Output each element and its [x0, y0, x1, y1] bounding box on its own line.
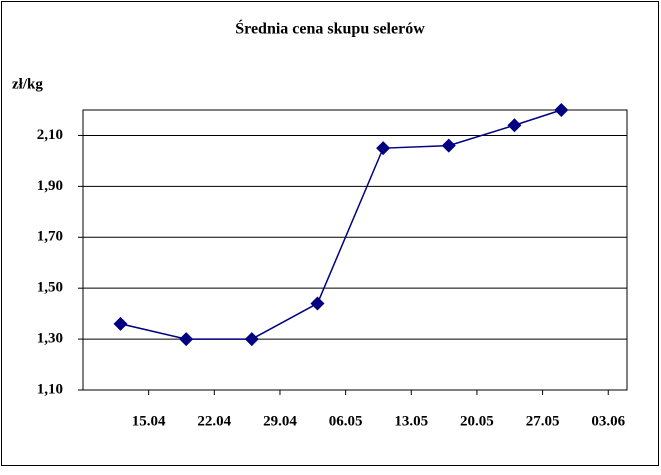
x-tick-label: 29.04: [263, 413, 297, 429]
y-tick-label: 1,90: [37, 178, 63, 194]
point-marker: [244, 332, 259, 347]
point-marker: [507, 118, 522, 133]
x-tick-label: 03.06: [591, 413, 625, 429]
x-tick-label: 13.05: [394, 413, 428, 429]
point-marker: [179, 332, 194, 347]
series-line: [120, 109, 562, 340]
point-marker: [113, 316, 128, 331]
point-marker: [441, 138, 456, 153]
y-tick-label: 1,70: [37, 229, 63, 245]
y-tick-label: 1,10: [37, 381, 63, 397]
x-tick-label: 06.05: [329, 413, 363, 429]
y-tick-label: 1,50: [37, 280, 63, 296]
y-tick-label: 2,10: [37, 127, 63, 143]
point-marker: [310, 296, 325, 311]
x-tick-label: 27.05: [526, 413, 560, 429]
x-tick-label: 22.04: [197, 413, 231, 429]
y-tick-label: 1,30: [37, 331, 63, 347]
y-axis-label: zł/kg: [12, 76, 43, 92]
x-tick-label: 15.04: [132, 413, 166, 429]
chart-border: [1, 1, 659, 466]
point-marker: [376, 141, 391, 156]
chart-title: Średnia cena skupu selerów: [235, 19, 425, 38]
x-tick-label: 20.05: [460, 413, 494, 429]
point-marker: [554, 103, 569, 117]
